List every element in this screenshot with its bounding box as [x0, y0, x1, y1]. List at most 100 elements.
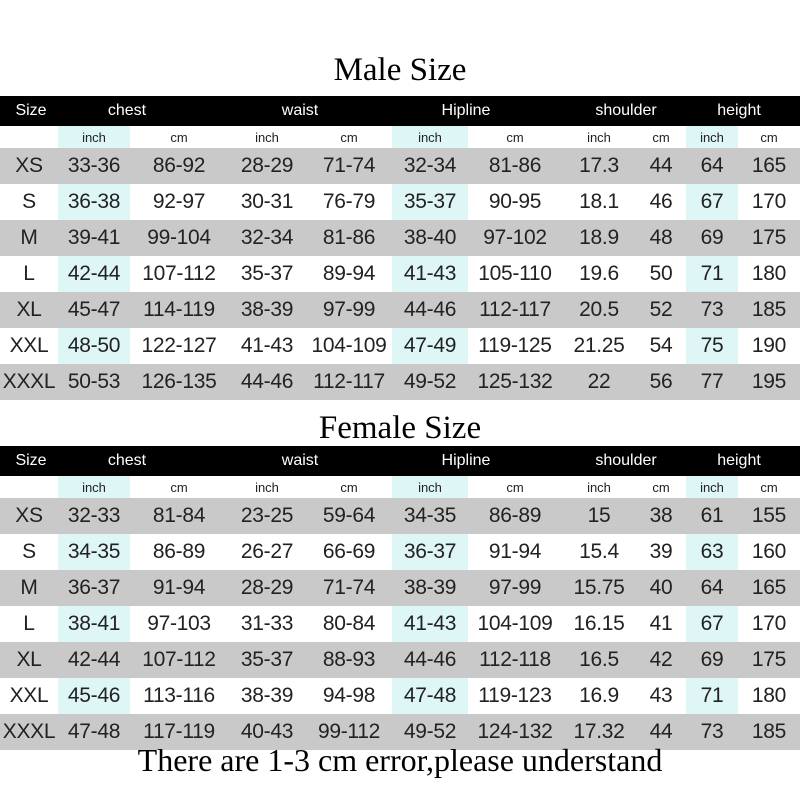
- table-cell: 46: [649, 190, 673, 213]
- unit-label: cm: [340, 129, 358, 145]
- table-cell: 107-112: [142, 648, 216, 671]
- unit-label: inch: [392, 476, 468, 498]
- table-cell: 42-44: [58, 642, 130, 678]
- table-cell: 89-94: [322, 262, 376, 285]
- table-cell: 35-37: [240, 262, 294, 285]
- table-cell: 195: [751, 370, 787, 393]
- table-cell: 23-25: [240, 504, 294, 527]
- table-cell: 16.9: [579, 684, 619, 707]
- unit-label: cm: [652, 479, 670, 495]
- table-cell: 38-41: [58, 606, 130, 642]
- table-cell: 71: [686, 256, 738, 292]
- table-cell: 76-79: [322, 190, 376, 213]
- size-label: XXL: [9, 334, 49, 357]
- size-label: S: [22, 540, 36, 563]
- table-row: S 34-35 86-89 26-27 66-69 36-37 91-94 15.4 39 63 1…: [0, 534, 800, 570]
- table-cell: 48: [649, 226, 673, 249]
- table-cell: 54: [649, 334, 673, 357]
- table-cell: 17.32: [573, 720, 625, 743]
- table-cell: 41-43: [392, 606, 468, 642]
- unit-label: inch: [58, 476, 130, 498]
- header-size: Size: [15, 452, 47, 469]
- header-shoulder: shoulder: [595, 102, 657, 119]
- table-cell: 45-46: [58, 678, 130, 714]
- table-cell: 81-84: [152, 504, 206, 527]
- table-cell: 69: [686, 642, 738, 678]
- table-cell: 88-93: [322, 648, 376, 671]
- table-cell: 18.1: [579, 190, 619, 213]
- table-cell: 22: [587, 370, 611, 393]
- table-cell: 26-27: [240, 540, 294, 563]
- table-cell: 21.25: [573, 334, 625, 357]
- table-row: L 38-41 97-103 31-33 80-84 41-43 104-109 16.15 4…: [0, 606, 800, 642]
- header-chest: chest: [107, 102, 147, 119]
- unit-label: inch: [587, 479, 611, 495]
- size-label: XS: [15, 504, 43, 527]
- table-cell: 86-92: [152, 154, 206, 177]
- table-cell: 97-103: [147, 612, 211, 635]
- table-cell: 38: [649, 504, 673, 527]
- table-cell: 86-89: [152, 540, 206, 563]
- table-cell: 113-116: [143, 684, 215, 707]
- table-cell: 52: [649, 298, 673, 321]
- table-cell: 94-98: [322, 684, 376, 707]
- male-size-title: Male Size: [333, 52, 467, 88]
- table-cell: 92-97: [152, 190, 206, 213]
- table-row: XL 42-44 107-112 35-37 88-93 44-46 112-118 16.5…: [0, 642, 800, 678]
- size-label: M: [20, 226, 38, 249]
- table-cell: 44-46: [392, 292, 468, 328]
- table-cell: 38-40: [392, 220, 468, 256]
- table-cell: 40: [649, 576, 673, 599]
- unit-row: inch cm inch cm inch cm inch cm inch cm: [0, 126, 800, 148]
- table-cell: 41-43: [240, 334, 294, 357]
- table-cell: 90-95: [488, 190, 542, 213]
- unit-row: inch cm inch cm inch cm inch cm inch cm: [0, 476, 800, 498]
- table-cell: 114-119: [143, 298, 215, 321]
- table-cell: 104-109: [311, 334, 387, 357]
- table-cell: 41: [649, 612, 673, 635]
- table-cell: 32-34: [392, 148, 468, 184]
- table-cell: 30-31: [240, 190, 294, 213]
- table-cell: 119-125: [478, 334, 552, 357]
- table-cell: 99-112: [317, 720, 381, 743]
- table-cell: 122-127: [141, 334, 217, 357]
- table-cell: 32-33: [58, 498, 130, 534]
- table-cell: 50-53: [58, 364, 130, 400]
- table-cell: 35-37: [392, 184, 468, 220]
- table-cell: 73: [686, 292, 738, 328]
- unit-label: cm: [170, 479, 188, 495]
- table-cell: 47-48: [392, 678, 468, 714]
- table-cell: 16.5: [579, 648, 619, 671]
- table-row: XXXL 50-53 126-135 44-46 112-117 49-52 125-132…: [0, 364, 800, 400]
- table-cell: 49-52: [392, 714, 468, 750]
- table-cell: 104-109: [477, 612, 553, 635]
- size-label: XXXL: [2, 370, 56, 393]
- table-cell: 36-37: [392, 534, 468, 570]
- table-cell: 71-74: [322, 576, 376, 599]
- table-cell: 185: [751, 298, 787, 321]
- unit-label: inch: [255, 129, 279, 145]
- table-cell: 20.5: [579, 298, 619, 321]
- unit-label: inch: [686, 126, 738, 148]
- table-cell: 180: [751, 262, 787, 285]
- size-label: XL: [16, 648, 42, 671]
- table-cell: 28-29: [240, 154, 294, 177]
- size-label: S: [22, 190, 36, 213]
- table-cell: 44-46: [240, 370, 294, 393]
- table-cell: 112-117: [313, 370, 385, 393]
- table-cell: 81-86: [322, 226, 376, 249]
- table-cell: 31-33: [240, 612, 294, 635]
- table-cell: 34-35: [58, 534, 130, 570]
- table-cell: 80-84: [322, 612, 376, 635]
- table-cell: 69: [686, 220, 738, 256]
- table-cell: 165: [751, 154, 787, 177]
- table-cell: 125-132: [477, 370, 553, 393]
- table-cell: 126-135: [141, 370, 217, 393]
- table-cell: 117-119: [143, 720, 215, 743]
- table-cell: 73: [686, 714, 738, 750]
- table-cell: 41-43: [392, 256, 468, 292]
- table-cell: 48-50: [58, 328, 130, 364]
- header-hipline: Hipline: [441, 452, 491, 469]
- error-note: There are 1-3 cm error,please understand: [137, 742, 663, 778]
- table-cell: 63: [686, 534, 738, 570]
